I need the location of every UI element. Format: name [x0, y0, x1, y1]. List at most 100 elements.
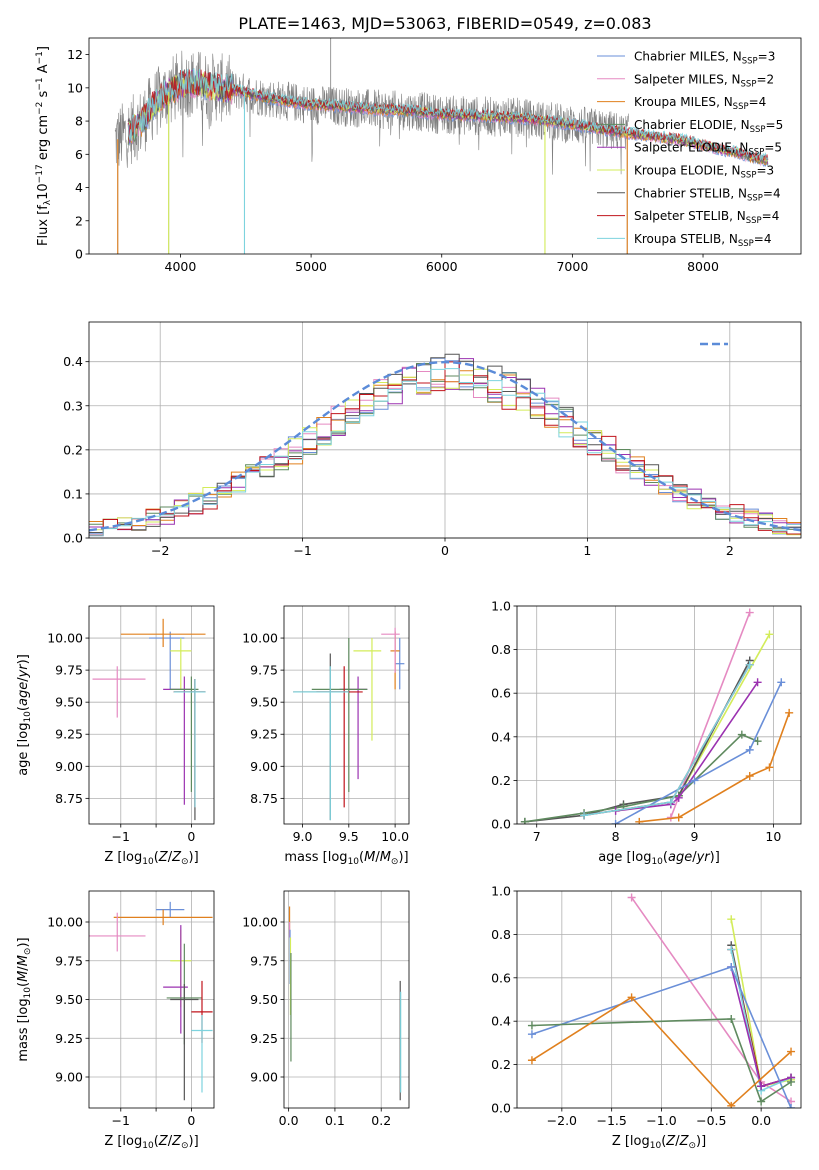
age-vs-mass-axes	[284, 606, 409, 824]
residuals-histogram-step	[89, 368, 801, 537]
residuals-histogram-step	[89, 353, 801, 533]
spectrum-legend-model: Chabrier ELODIE	[634, 118, 733, 132]
mass-vs-EBV-ytick-label: 9.25	[250, 1031, 278, 1046]
age-vs-Z-ytick-label: 9.25	[55, 727, 83, 742]
weight-vs-Z-point-marker	[757, 1082, 766, 1091]
weight-vs-age-series-line	[583, 664, 751, 817]
spectrum-legend-label: Salpeter ELODIE, NSSP=5	[634, 141, 782, 158]
weight-vs-Z-point-marker	[727, 1015, 736, 1024]
age-vs-mass-ytick-label: 9.00	[250, 759, 278, 774]
weight-vs-age-point-marker	[753, 737, 762, 746]
spectrum-legend-sub: SSP	[733, 102, 749, 112]
weight-vs-age-point-marker	[785, 708, 794, 717]
weight-vs-age-ytick-label: 0.6	[491, 686, 511, 701]
age-vs-mass-ytick-label: 9.75	[250, 663, 278, 678]
spectrum-legend-model: Kroupa STELIB	[634, 232, 721, 246]
weight-vs-Z-ytick-label: 0.0	[491, 1101, 511, 1116]
residuals-ytick-label: 0.0	[63, 531, 83, 546]
age-vs-mass-xlabel: mass [log10(M/M⊙)]	[284, 850, 408, 867]
residuals-frame-group: −2 −1 0 1 2 0.0 0.1 0.2 0.3 0.4	[63, 321, 802, 558]
weight-vs-Z-point-marker	[527, 1030, 536, 1039]
weight-vs-age-axes	[517, 605, 801, 825]
spectrum-legend-eq: =	[762, 209, 772, 223]
weight-vs-Z-xtick-label: −1.0	[646, 1113, 676, 1128]
weight-vs-age-xtick-label: 9	[691, 829, 699, 844]
weight-vs-age-point-marker	[745, 745, 754, 754]
weight-vs-Z-frame	[516, 890, 802, 1109]
mass-vs-EBV-xtick-label: 0.1	[325, 1113, 345, 1128]
weight-vs-age-point-marker	[674, 793, 683, 802]
weight-vs-age-series-line	[678, 633, 771, 797]
age-vs-mass-ytick-label: 8.75	[250, 791, 278, 806]
residuals-plot-area	[89, 353, 801, 537]
residuals-xtick-label: −1	[293, 543, 311, 558]
spectrum-ytick-label: 4	[75, 180, 83, 195]
weight-vs-age-series-line	[670, 612, 751, 818]
spectrum-legend-label: Chabrier ELODIE, NSSP=5	[634, 118, 783, 135]
weight-vs-age-point-marker	[745, 608, 754, 617]
mass-vs-Z-ytick-label: 10.00	[47, 915, 83, 930]
spectrum-legend-model: Salpeter STELIB	[634, 209, 729, 223]
weight-vs-Z-ytick-label: 0.8	[491, 927, 511, 942]
age-vs-Z-frame-group: −1 0 8.75 9.00 9.25 9.50 9.75 10.00 Z [log10(Z/Z…	[16, 605, 215, 867]
spectrum-legend-nssp: 4	[764, 232, 772, 246]
weight-vs-Z-point-marker	[727, 962, 736, 971]
spectrum-legend-sep: , N	[733, 118, 750, 132]
weight-vs-Z-point-marker	[787, 1104, 796, 1108]
spectrum-legend-sep: , N	[725, 50, 742, 64]
age-vs-Z-ytick-label: 10.00	[47, 631, 83, 646]
weight-vs-age-point-marker	[611, 820, 620, 824]
spectrum-legend-eq: =	[749, 95, 759, 109]
residuals-xtick-label: 0	[441, 543, 449, 558]
spectrum-legend-eq: =	[758, 50, 768, 64]
residuals-histogram-step	[89, 361, 801, 536]
spectrum-model-line	[127, 69, 769, 162]
weight-vs-age-point-marker	[520, 817, 529, 824]
mass-vs-EBV-plot-area	[288, 906, 402, 1101]
weight-vs-age-point-marker	[753, 678, 762, 687]
weight-vs-Z-xlabel: Z [log10(Z/Z⊙)]	[612, 1134, 706, 1151]
spectrum-ytick-label: 0	[75, 247, 83, 262]
spectrum-legend-label: Kroupa ELODIE, NSSP=3	[634, 164, 774, 181]
mass-vs-EBV-ytick-label: 9.00	[250, 1070, 278, 1085]
weight-vs-age-series-line	[524, 733, 758, 823]
spectrum-legend-label: Salpeter MILES, NSSP=2	[634, 72, 774, 89]
spectrum-ytick-label: 2	[75, 213, 83, 228]
age-vs-mass-plot-area	[293, 627, 405, 821]
spectrum-legend-nssp: 2	[767, 72, 775, 86]
age-vs-mass-ytick-label: 9.25	[250, 727, 278, 742]
weight-vs-Z-ytick-label: 1.0	[491, 884, 511, 899]
spectrum-legend-sub: SSP	[748, 148, 764, 158]
age-vs-mass-frame-group: 9.0 9.5 10.0 8.75 9.00 9.25 9.50 9.75 10.00 mass …	[242, 605, 410, 867]
weight-vs-age-xtick-label: 7	[533, 829, 541, 844]
mass-vs-EBV-ytick-label: 9.50	[250, 992, 278, 1007]
residuals-xtick-label: 2	[726, 543, 734, 558]
spectrum-legend-eq: =	[766, 118, 776, 132]
spectrum-legend-nssp: 4	[759, 95, 767, 109]
mass-vs-Z-axes	[89, 891, 214, 1108]
residuals-histogram-step	[89, 357, 801, 535]
weight-vs-age-ytick-label: 0.4	[491, 729, 511, 744]
weight-vs-Z-point-marker	[787, 1047, 796, 1056]
mass-vs-Z-xtick-label: 0	[187, 1113, 195, 1128]
spectrum-legend-label: Kroupa MILES, NSSP=4	[634, 95, 766, 112]
weight-vs-Z-ytick-label: 0.6	[491, 970, 511, 985]
weight-vs-age-ytick-label: 0.2	[491, 773, 511, 788]
weight-vs-Z-point-marker	[727, 915, 736, 924]
weight-vs-age-xlabel: age [log10(age/yr)]	[598, 850, 720, 867]
figure-title: PLATE=1463, MJD=53063, FIBERID=0549, z=0…	[238, 14, 651, 33]
weight-vs-Z-ytick-label: 0.2	[491, 1057, 511, 1072]
weight-vs-age-series-line	[583, 664, 751, 817]
weight-vs-age-point-marker	[674, 813, 683, 822]
spectrum-legend-label: Salpeter STELIB, NSSP=4	[634, 209, 779, 226]
spectrum-legend-nssp: 4	[773, 186, 781, 200]
weight-vs-age-ytick-label: 1.0	[491, 599, 511, 614]
weight-vs-age-xtick-label: 8	[612, 829, 620, 844]
weight-vs-age-series-line	[524, 660, 751, 823]
spectrum-legend-eq: =	[754, 232, 764, 246]
spectrum-legend-sep: , N	[729, 209, 746, 223]
spectrum-legend-sep: , N	[732, 141, 749, 155]
residuals-axes	[89, 322, 801, 539]
weight-vs-Z-point-marker	[757, 1097, 766, 1106]
weight-vs-Z-point-marker	[787, 1077, 796, 1086]
